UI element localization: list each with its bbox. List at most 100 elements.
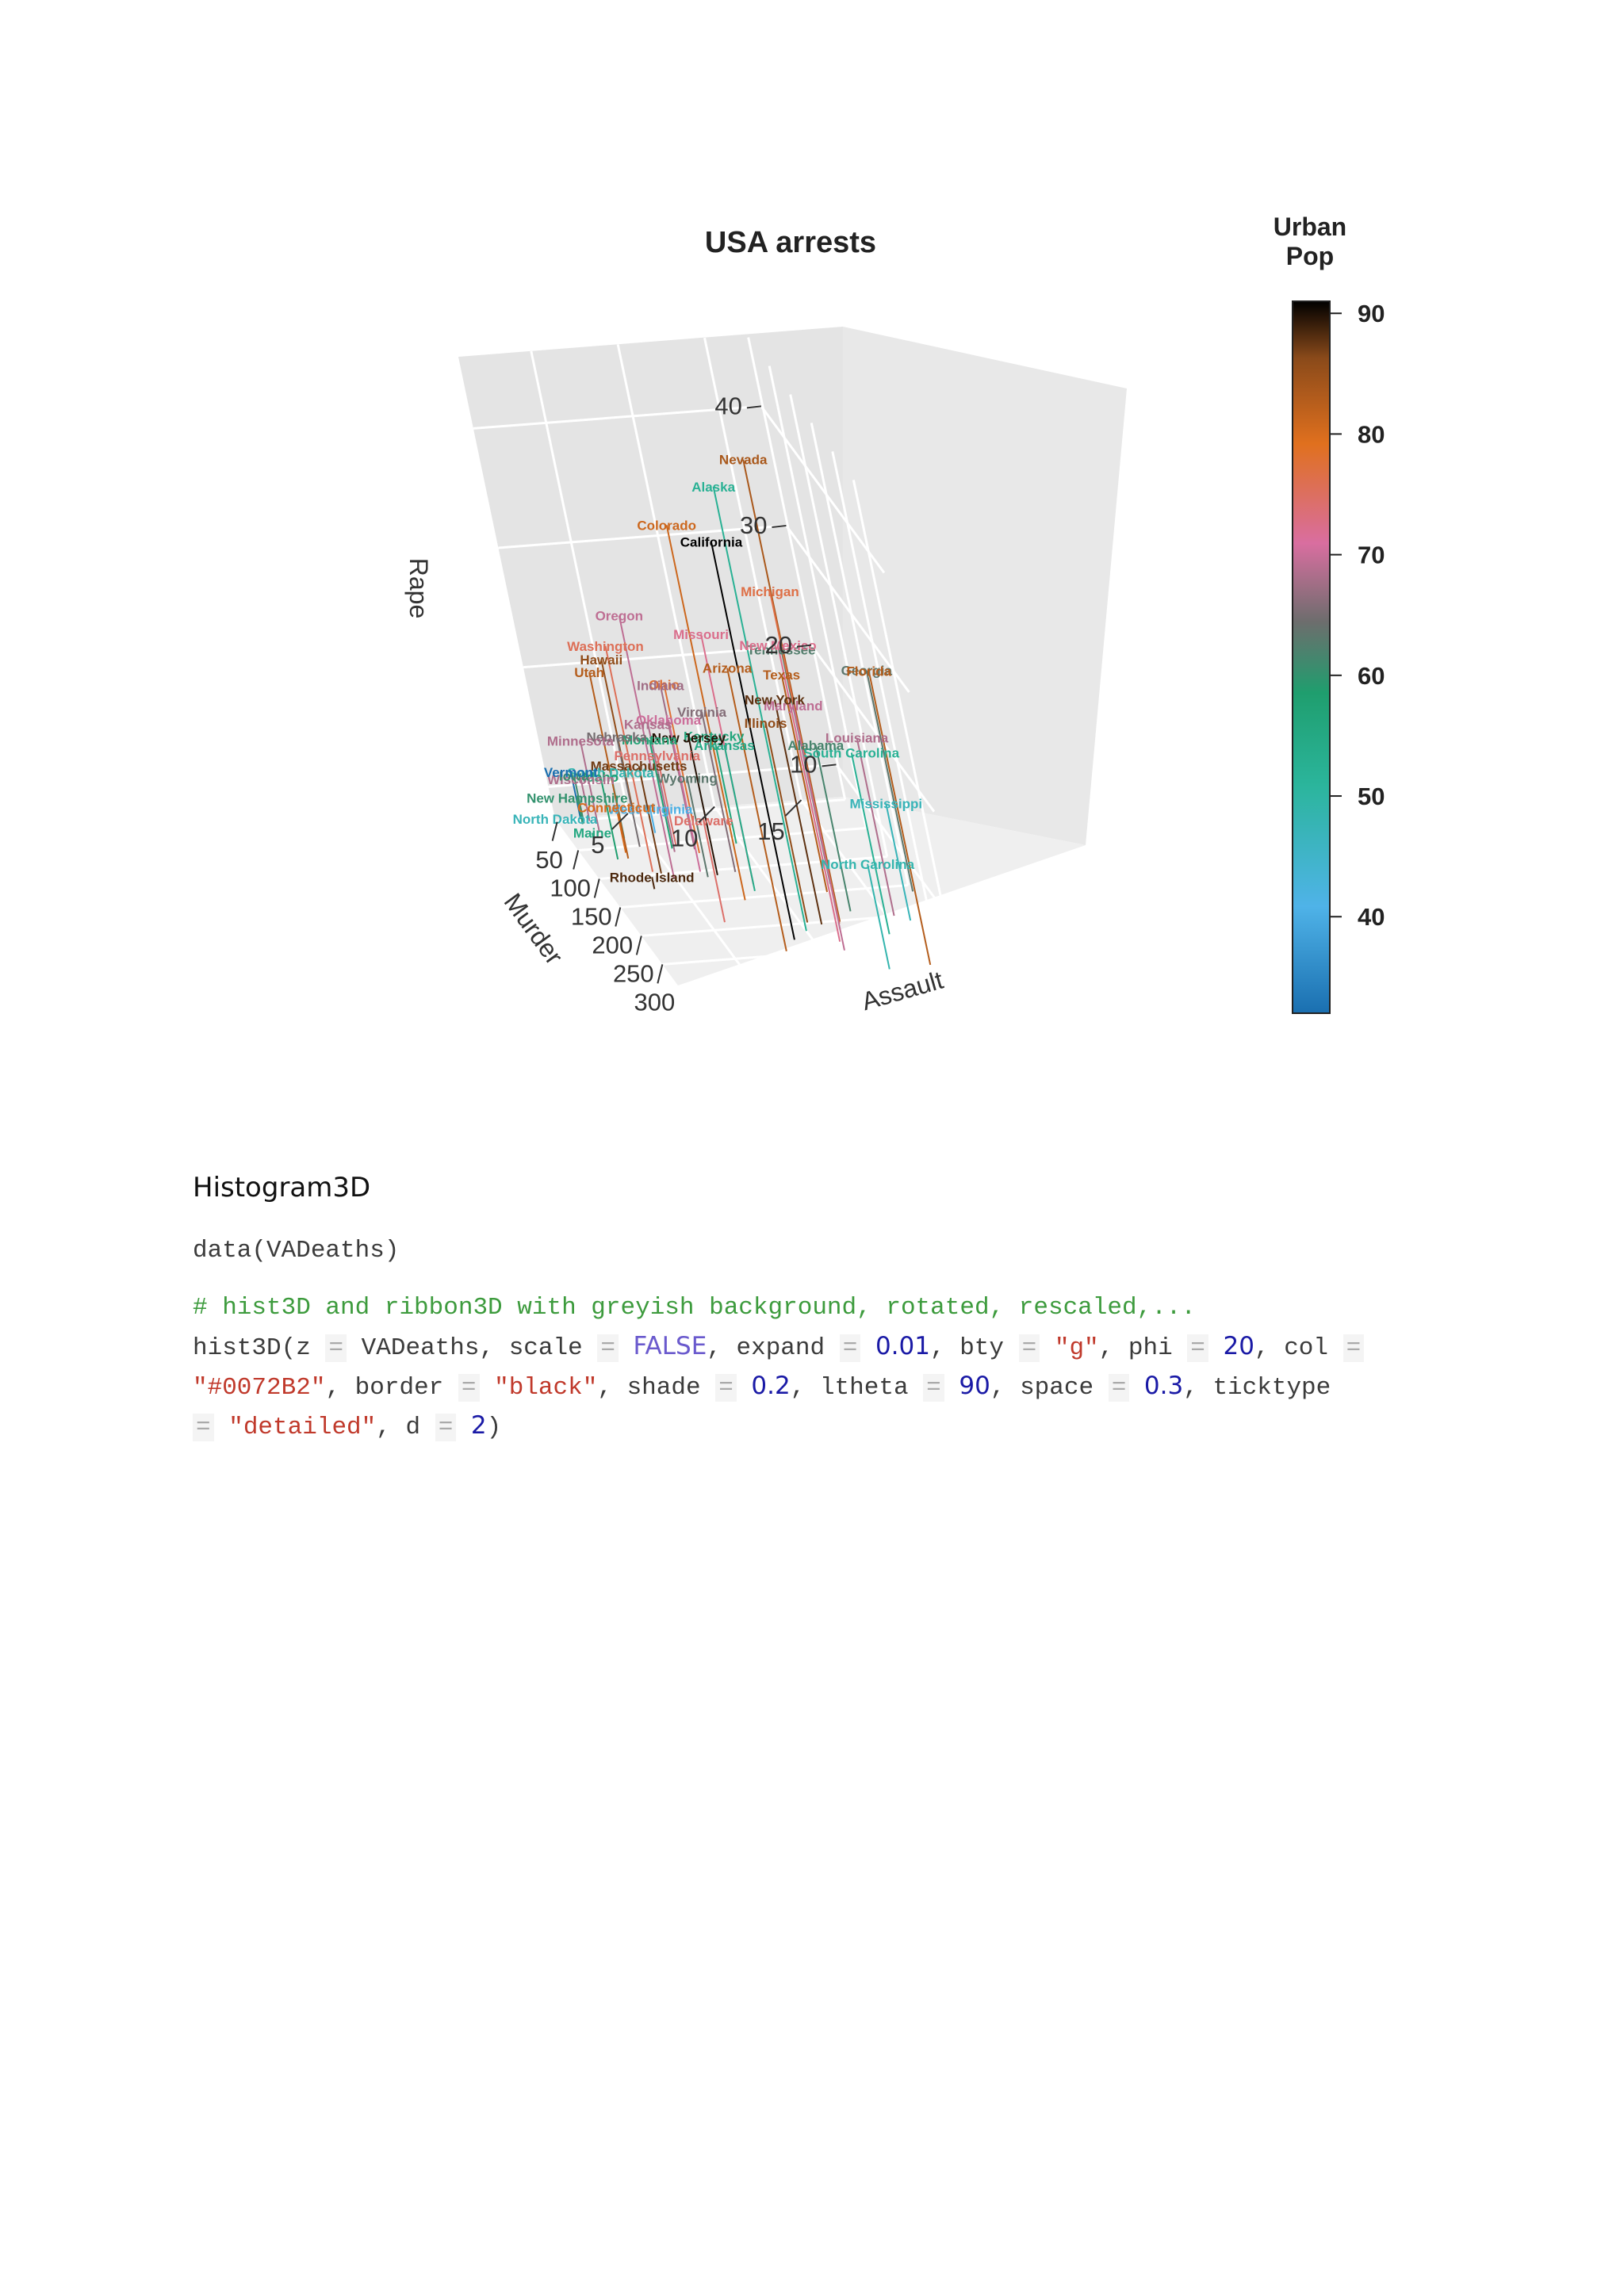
- grid-line: [810, 423, 910, 886]
- z-tick-label: 30: [740, 511, 767, 539]
- code-token: ,: [1098, 1334, 1114, 1362]
- code-operator: =: [597, 1334, 619, 1362]
- state-labels: GeorgiaMississippiFloridaLouisianaSouth …: [513, 453, 922, 886]
- state-stem: [580, 779, 591, 821]
- grid-line: [810, 644, 936, 813]
- code-operator: =: [1187, 1334, 1208, 1362]
- state-stem: [688, 737, 718, 876]
- state-stem: [656, 755, 677, 847]
- code-token: ,: [325, 1374, 341, 1402]
- code-line-data: data(VADeaths): [193, 1237, 400, 1265]
- colorbar-tick-label: 70: [1358, 541, 1385, 569]
- y-tick: [784, 799, 802, 817]
- code-operator: =: [839, 1334, 861, 1362]
- code-token: scale: [508, 1334, 583, 1362]
- code-token: bty: [959, 1334, 1005, 1362]
- state-label: West Virginia: [607, 802, 693, 817]
- grid-line: [626, 813, 753, 981]
- code-number: 0.01: [875, 1332, 930, 1360]
- x-tick-label: 250: [613, 960, 654, 988]
- state-label: Utah: [574, 665, 604, 680]
- code-string: "detailed": [228, 1414, 377, 1441]
- chart-svg: USA arrests Georgia Mississippi Florida Lou…: [404, 212, 1385, 1016]
- code-token: ,: [990, 1374, 1005, 1402]
- code-token: expand: [736, 1334, 825, 1362]
- x-tick: [657, 964, 664, 984]
- code-string: "#0072B2": [193, 1374, 326, 1402]
- state-label: New Mexico: [739, 638, 816, 653]
- grid-line: [835, 763, 960, 932]
- state-label: Hawaii: [580, 652, 622, 668]
- grid-line: [498, 524, 787, 549]
- code-token: col: [1284, 1334, 1328, 1362]
- grid-line: [641, 912, 929, 937]
- code-line-hist3d-3: = "detailed", d = 2): [193, 1411, 501, 1441]
- state-label: Mississippi: [849, 796, 922, 811]
- colorbar-tick-label: 80: [1358, 420, 1385, 448]
- z-tick: [772, 525, 787, 529]
- state-stem: [569, 771, 582, 820]
- code-token: hist3D(z: [193, 1334, 311, 1362]
- code-token: ,: [376, 1414, 391, 1441]
- code-line-hist3d-1: hist3D(z = VADeaths, scale = FALSE, expa…: [193, 1332, 1365, 1362]
- right-back-panel: [843, 327, 1127, 845]
- state-label: Maine: [573, 826, 611, 841]
- state-label: Oklahoma: [636, 713, 702, 728]
- state-stem: [638, 765, 662, 874]
- x-tick-label: 150: [571, 903, 612, 931]
- state-label: Wisconsin: [547, 772, 615, 787]
- z-tick: [796, 644, 812, 648]
- state-label: South Carolina: [803, 745, 899, 760]
- state-label: New Jersey: [652, 731, 726, 746]
- state-stem: [710, 541, 795, 940]
- state-label: Texas: [763, 668, 800, 683]
- state-stem: [579, 740, 600, 832]
- code-token: ,: [597, 1374, 612, 1402]
- code-number: 90: [959, 1372, 990, 1400]
- code-token: phi: [1128, 1334, 1173, 1362]
- state-stem: [615, 737, 641, 848]
- axis-ticks: [551, 405, 837, 984]
- code-comment: # hist3D and ribbon3D with greyish backg…: [193, 1294, 1197, 1322]
- z-axis-title: Rape: [404, 558, 433, 619]
- state-stem: [723, 744, 756, 891]
- colorbar-ticks: 40 50 60 70 80 90: [1330, 300, 1385, 931]
- state-label: Nevada: [719, 453, 768, 468]
- state-label: Kentucky: [684, 729, 745, 744]
- state-label: Arkansas: [694, 738, 755, 753]
- code-token: ,: [1254, 1334, 1270, 1362]
- state-label: Georgia: [841, 664, 893, 679]
- state-stem: [588, 672, 630, 859]
- colorbar-tick-label: 90: [1358, 300, 1385, 327]
- colorbar: [1292, 300, 1331, 1014]
- code-operator: =: [325, 1334, 347, 1362]
- state-stem: [713, 736, 737, 844]
- code-operator: =: [1018, 1334, 1040, 1362]
- code-operator: =: [923, 1374, 944, 1402]
- z-tick-label: 10: [790, 751, 817, 779]
- state-label: New York: [745, 693, 805, 708]
- state-label: Oregon: [596, 609, 643, 624]
- state-stem: [615, 807, 627, 853]
- code-token: ,: [790, 1374, 806, 1402]
- grid-line: [747, 337, 847, 800]
- code-token: ,: [929, 1334, 945, 1362]
- code-token: border: [354, 1374, 444, 1402]
- code-token: ticktype: [1212, 1374, 1331, 1402]
- state-label: Connecticut: [577, 800, 656, 815]
- state-stem: [599, 776, 619, 860]
- colorbar-title-line2: Pop: [1286, 242, 1334, 270]
- code-number: 20: [1223, 1332, 1254, 1360]
- code-operator: =: [458, 1374, 480, 1402]
- state-stem: [573, 775, 585, 824]
- state-label: Wyoming: [657, 771, 718, 786]
- z-tick-label: 40: [714, 392, 741, 420]
- grid-line: [800, 799, 925, 967]
- x-tick: [551, 821, 558, 841]
- state-stem: [742, 459, 841, 922]
- state-stem: [659, 685, 696, 850]
- code-boolean: FALSE: [633, 1332, 707, 1360]
- code-number: 2: [470, 1411, 487, 1440]
- y-tick: [698, 806, 715, 824]
